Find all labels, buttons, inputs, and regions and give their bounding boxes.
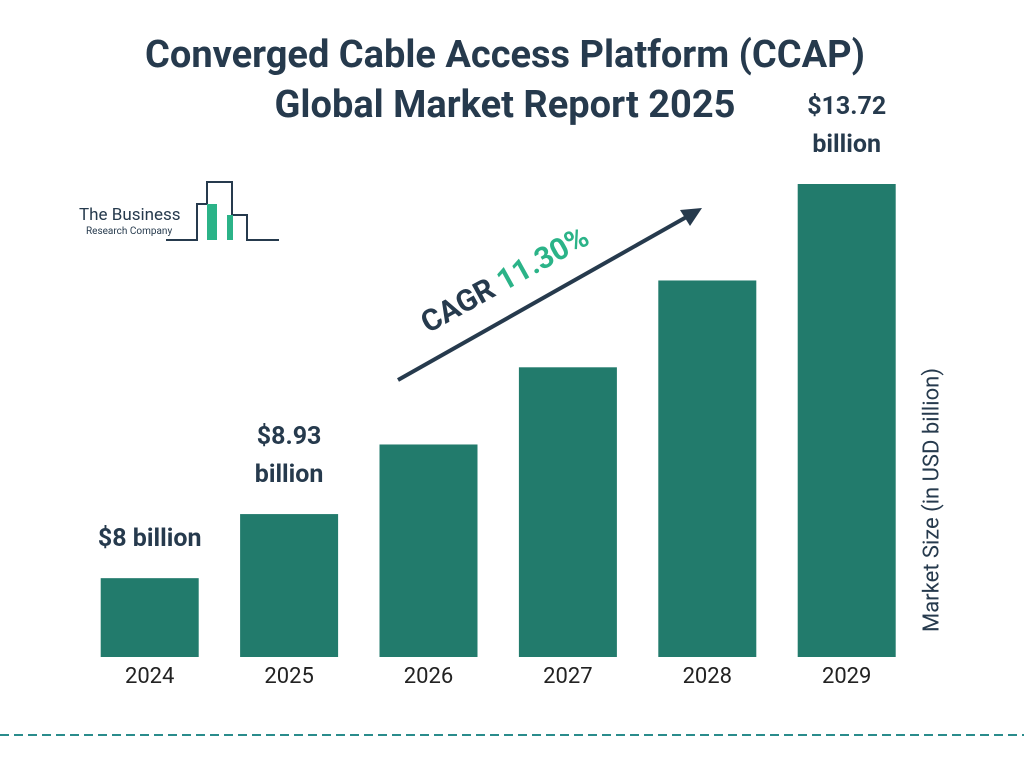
data-label: $8.93 billion (254, 422, 324, 490)
x-tick-label: 2029 (821, 664, 872, 689)
logo-text: The Business (79, 205, 181, 225)
data-label: $8 billion (97, 524, 202, 554)
bar (658, 280, 757, 657)
logo-icon (166, 181, 279, 241)
x-tick-label: 2028 (682, 664, 733, 689)
x-tick-label: 2024 (124, 664, 175, 689)
bar (518, 367, 617, 657)
bar (379, 444, 478, 657)
bar (240, 514, 339, 657)
chart-title: Converged Cable Access Platform (CCAP) G… (145, 33, 865, 127)
cagr-arrow (397, 208, 702, 382)
bar (797, 184, 896, 657)
y-axis-label: Market Size (in USD billion) (919, 368, 945, 632)
x-tick-label: 2025 (264, 664, 314, 689)
logo-text: Research Company (86, 226, 173, 237)
x-tick-label: 2026 (403, 664, 454, 689)
data-label: $13.72 billion (807, 92, 887, 159)
bar (100, 578, 199, 657)
x-tick-label: 2027 (543, 664, 593, 689)
